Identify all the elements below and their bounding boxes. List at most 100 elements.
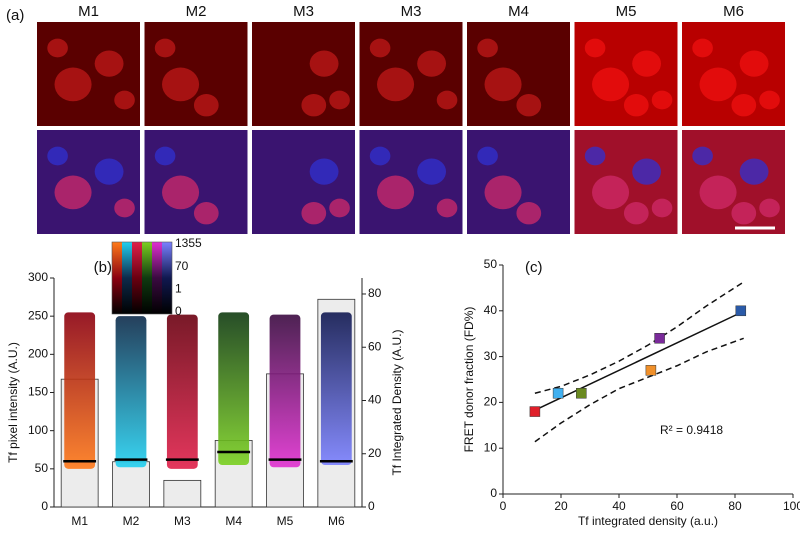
colorbar-stripe	[122, 242, 132, 314]
micrograph-feature	[699, 175, 737, 210]
y-tick-label: 40	[484, 303, 498, 317]
y-tick-label: 150	[28, 385, 48, 399]
micrograph-feature	[623, 93, 649, 117]
panel-label: (c)	[525, 259, 543, 276]
micrograph-feature	[193, 93, 219, 117]
bar	[112, 461, 150, 508]
micrograph-feature	[584, 146, 606, 166]
micrograph-feature	[651, 90, 673, 110]
micrograph-feature	[477, 38, 498, 58]
micrograph-feature	[162, 67, 200, 102]
micrograph-feature	[436, 198, 458, 218]
y-axis-title: Tf pixel intensity (A.U.)	[6, 342, 20, 463]
micrograph-feature	[114, 90, 135, 110]
bar	[163, 479, 202, 508]
point-cloud	[166, 314, 198, 469]
micrograph-feature	[369, 146, 391, 166]
point	[735, 305, 747, 317]
y2-tick-label: 0	[368, 499, 375, 513]
micrograph-feature	[739, 158, 769, 185]
micrograph	[37, 130, 140, 234]
x-tick-label: M4	[225, 514, 242, 528]
colorbar-label: 1355	[175, 236, 202, 250]
point-cloud	[320, 312, 352, 466]
x-tick-label: M5	[277, 514, 294, 528]
y-tick-label: 10	[484, 440, 498, 454]
micrograph-feature	[623, 201, 649, 225]
micrograph-feature	[301, 201, 327, 225]
x-tick-label: 60	[670, 499, 684, 513]
micrograph-feature	[329, 198, 350, 218]
micrograph-feature	[592, 67, 630, 102]
micrograph	[359, 130, 463, 234]
y-tick-label: 50	[484, 257, 498, 271]
x-tick-label: 20	[554, 499, 568, 513]
x-tick-label: 40	[612, 499, 626, 513]
colorbar-stripe	[142, 242, 152, 314]
confidence-upper	[534, 281, 745, 394]
micrograph-feature	[301, 93, 327, 117]
micrograph-feature	[329, 90, 350, 110]
y-tick-label: 30	[484, 349, 498, 363]
micrograph-feature	[377, 175, 415, 210]
micrograph	[37, 22, 140, 126]
micrograph-feature	[417, 50, 447, 77]
colorbar-label: 70	[175, 259, 189, 273]
x-tick-label: M1	[71, 514, 88, 528]
micrograph-feature	[193, 201, 219, 225]
y-tick-label: 300	[28, 270, 48, 284]
micrograph-feature	[377, 67, 415, 102]
micrograph-feature	[632, 50, 662, 77]
x-tick-label: 80	[728, 499, 742, 513]
micrograph-feature	[692, 146, 713, 166]
y2-axis-title: Tf Integrated Density (A.U.)	[390, 329, 404, 475]
micrograph-feature	[731, 201, 757, 225]
point-cloud	[269, 314, 301, 468]
y-tick-label: 0	[490, 486, 497, 500]
micrograph-feature	[114, 198, 135, 218]
x-tick-label: 0	[500, 499, 507, 513]
column-label: M1	[78, 3, 99, 20]
micrograph-feature	[731, 93, 757, 117]
x-tick-label: M6	[328, 514, 345, 528]
y-tick-label: 50	[35, 461, 49, 475]
column-label: M3	[293, 3, 314, 20]
column-label: M2	[186, 3, 207, 20]
y2-tick-label: 40	[368, 393, 382, 407]
micrograph-feature	[477, 146, 498, 166]
y-tick-label: 200	[28, 347, 48, 361]
colorbar-label: 1	[175, 282, 182, 296]
point-cloud	[218, 312, 250, 466]
colorbar-stripe	[152, 242, 162, 314]
x-tick-label: 100	[783, 499, 800, 513]
micrograph-feature	[651, 198, 673, 218]
micrograph	[359, 22, 463, 126]
confidence-lower	[534, 337, 744, 443]
point	[552, 387, 564, 399]
colorbar-stripe	[132, 242, 142, 314]
y2-tick-label: 20	[368, 446, 382, 460]
y-tick-label: 100	[28, 423, 48, 437]
micrograph-feature	[94, 158, 124, 185]
column-label: M5	[616, 3, 637, 20]
micrograph-feature	[47, 146, 68, 166]
panel-label: (a)	[6, 7, 24, 24]
y-tick-label: 0	[41, 499, 48, 513]
micrograph-feature	[417, 158, 447, 185]
annotation: R² = 0.9418	[660, 423, 723, 437]
x-axis-title: Tf integrated density (a.u.)	[578, 514, 718, 528]
y2-tick-label: 60	[368, 339, 382, 353]
micrograph-feature	[484, 67, 522, 102]
micrograph-feature	[154, 146, 176, 166]
micrograph-feature	[436, 90, 458, 110]
y-tick-label: 250	[28, 308, 48, 322]
point	[529, 406, 541, 417]
micrograph-feature	[162, 175, 200, 210]
micrograph-feature	[309, 50, 339, 77]
micrograph-feature	[759, 90, 780, 110]
y2-tick-label: 80	[368, 286, 382, 300]
column-label: M3	[401, 3, 422, 20]
micrograph-feature	[699, 67, 737, 102]
micrograph-feature	[309, 158, 339, 185]
